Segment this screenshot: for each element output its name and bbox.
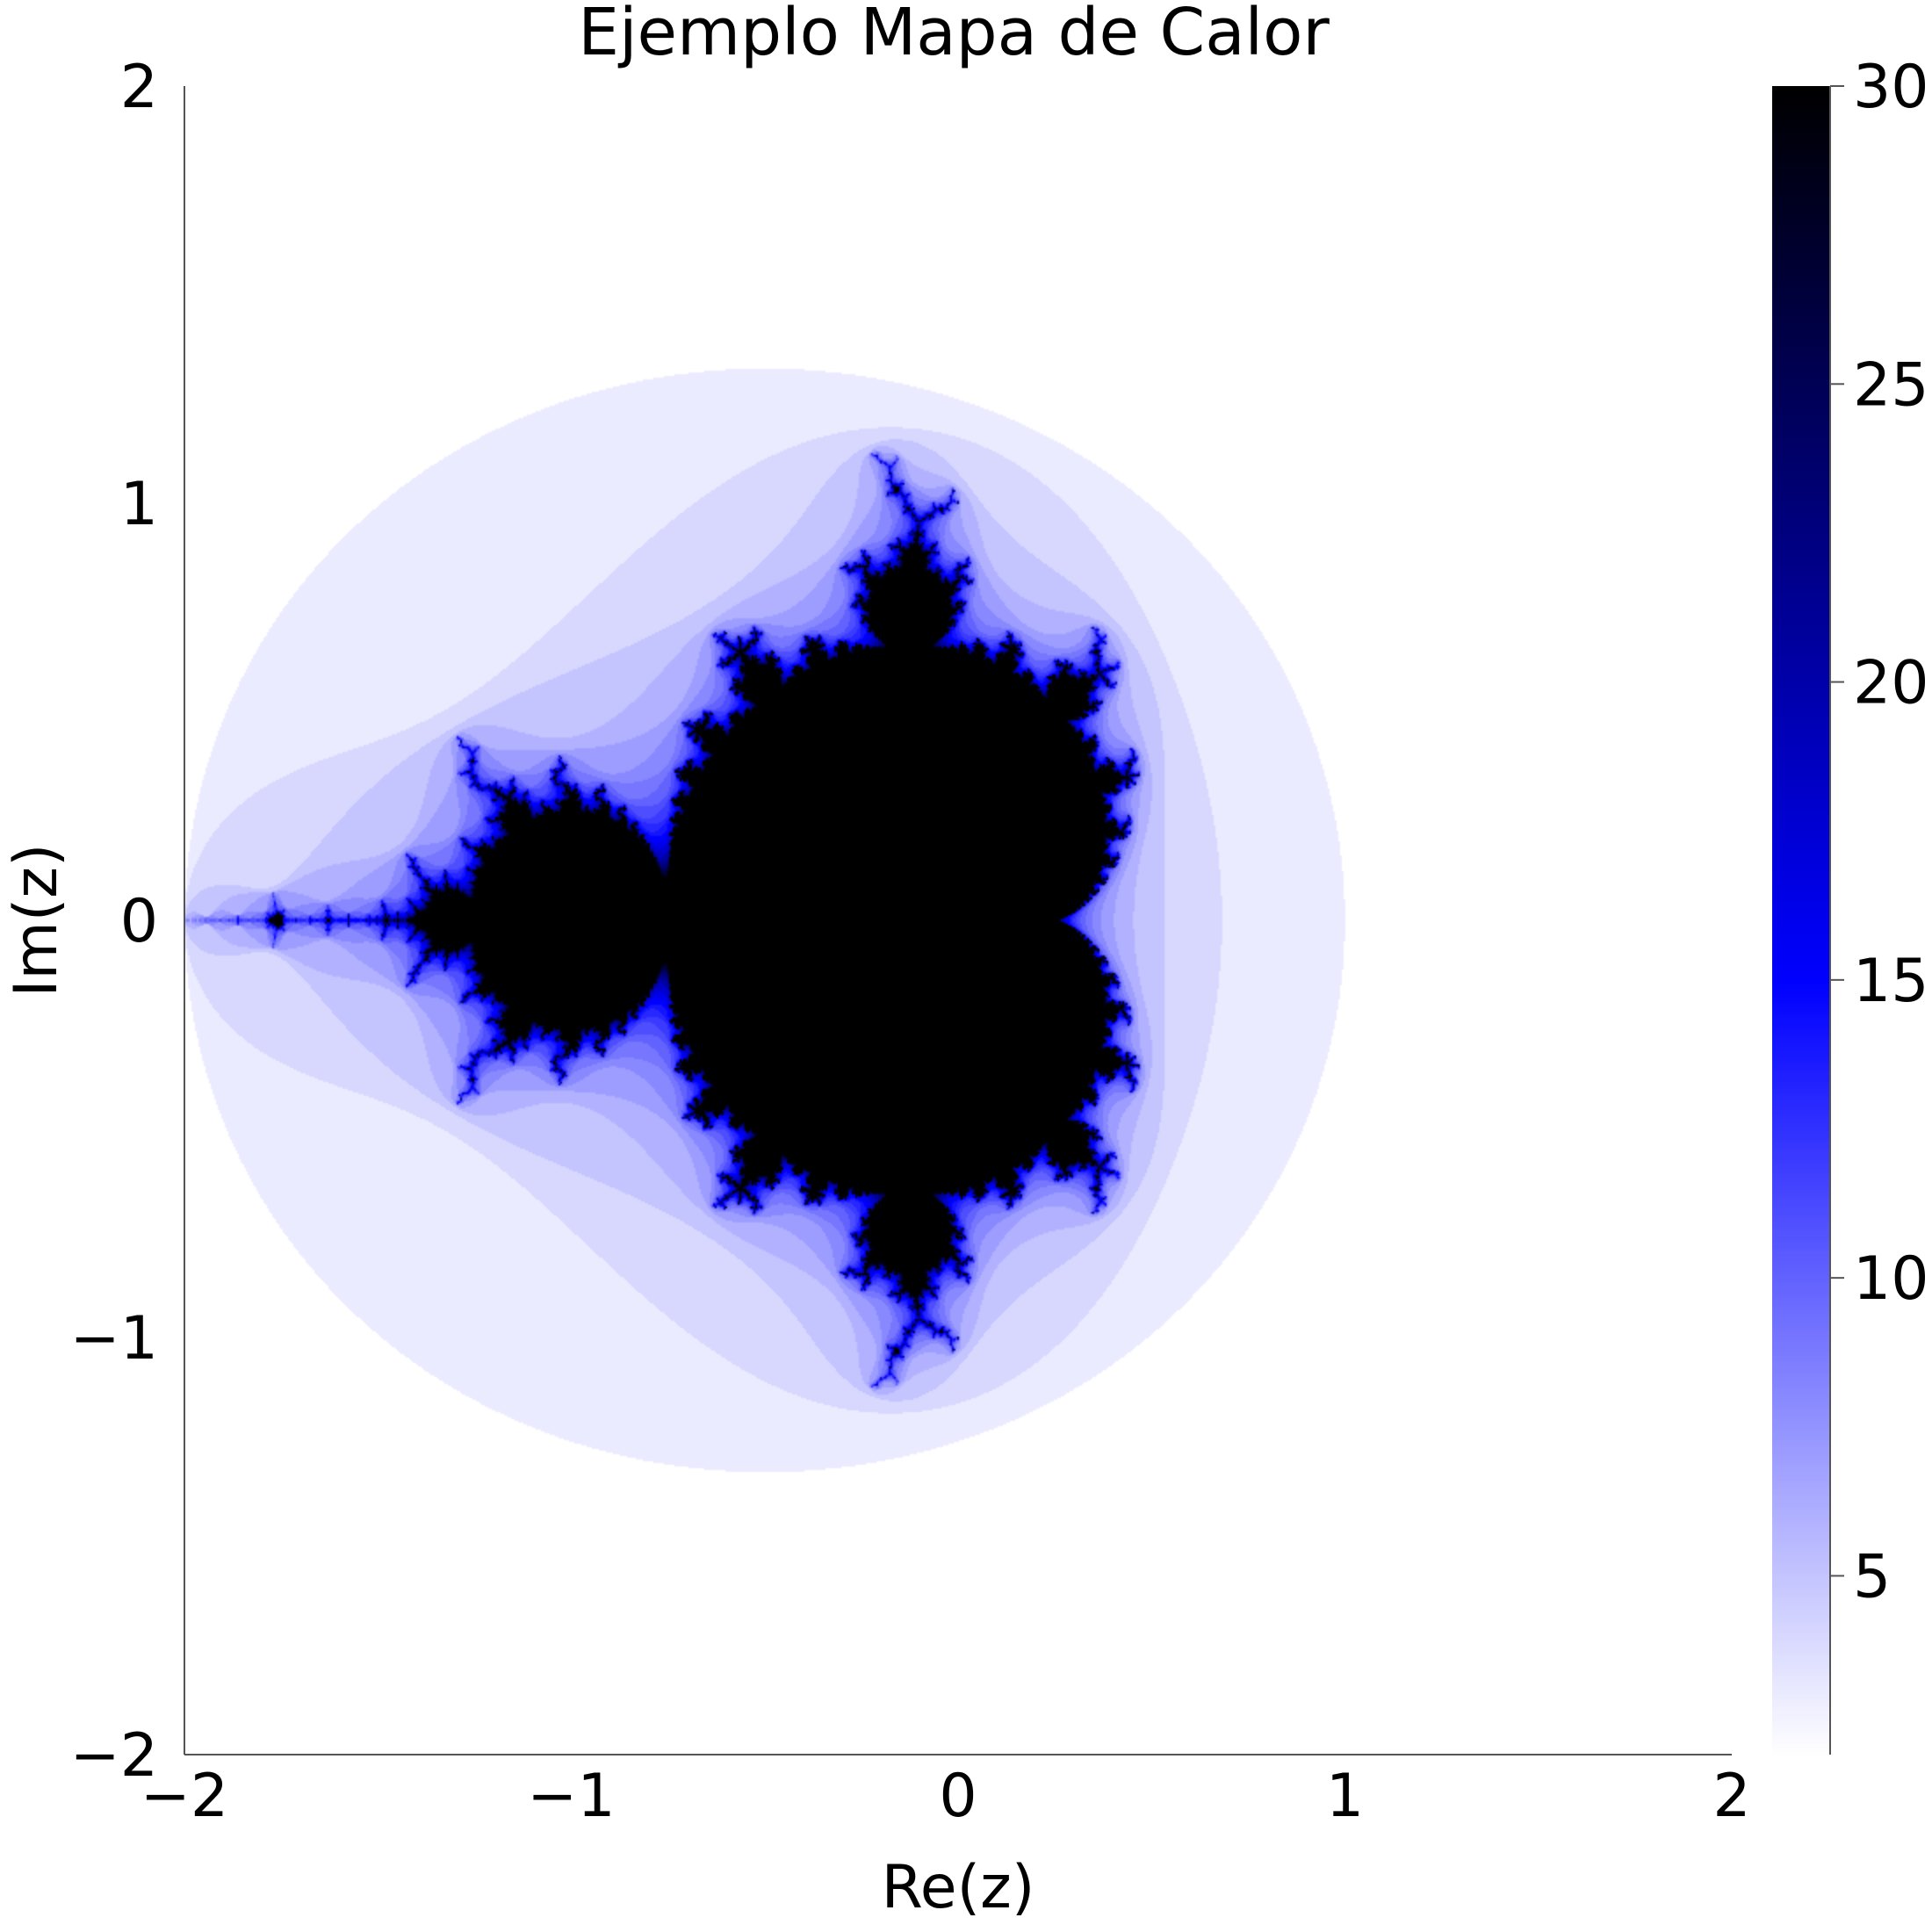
colorbar-tick-label: 5 xyxy=(1853,1542,1891,1611)
y-tick-label: −2 xyxy=(70,1721,158,1791)
colorbar-gradient xyxy=(1772,86,1830,1755)
x-tick-label: 1 xyxy=(1326,1762,1364,1831)
x-tick-label: −1 xyxy=(527,1762,615,1831)
heatmap-image xyxy=(184,86,1732,1755)
y-tick-label: 2 xyxy=(120,53,158,122)
x-tick-label: 2 xyxy=(1712,1762,1750,1831)
colorbar: 5 10 15 20 25 30 xyxy=(1772,53,1929,1755)
colorbar-tick-label: 10 xyxy=(1853,1244,1929,1314)
chart-title: Ejemplo Mapa de Calor xyxy=(578,0,1330,70)
colorbar-tick-label: 20 xyxy=(1853,649,1929,718)
colorbar-tick-label: 25 xyxy=(1853,350,1929,420)
x-tick-label: 0 xyxy=(939,1762,977,1831)
y-tick-label: 1 xyxy=(120,470,158,539)
colorbar-tick-label: 30 xyxy=(1853,53,1929,122)
colorbar-tick-label: 15 xyxy=(1853,947,1929,1016)
y-tick-label: 0 xyxy=(120,887,158,956)
y-tick-label: −1 xyxy=(70,1304,158,1373)
plot-area xyxy=(184,86,1732,1755)
y-axis-label: Im(z) xyxy=(2,843,71,997)
x-axis-label: Re(z) xyxy=(882,1853,1035,1922)
